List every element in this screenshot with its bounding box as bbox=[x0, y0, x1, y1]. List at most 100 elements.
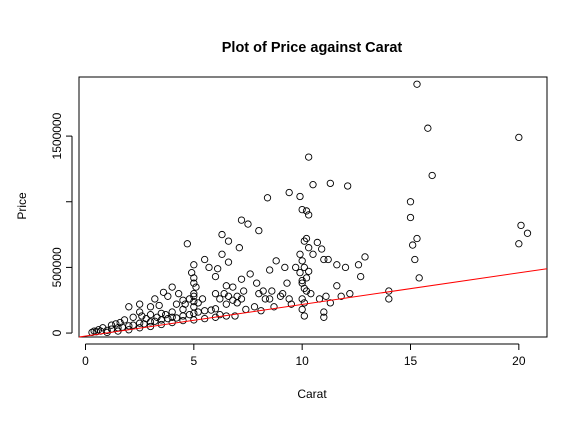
data-point bbox=[263, 194, 272, 202]
data-point bbox=[164, 314, 172, 323]
data-point bbox=[192, 283, 200, 291]
data-point bbox=[190, 261, 198, 269]
data-point bbox=[515, 133, 523, 142]
data-point bbox=[326, 179, 334, 188]
data-point bbox=[194, 299, 202, 307]
data-point bbox=[125, 322, 133, 330]
data-point bbox=[300, 237, 308, 245]
data-point bbox=[190, 274, 198, 282]
data-point bbox=[172, 300, 181, 308]
x-tick-label: 5 bbox=[190, 354, 197, 368]
data-point bbox=[218, 250, 226, 258]
data-point bbox=[233, 299, 241, 307]
data-point bbox=[246, 270, 254, 278]
data-point bbox=[159, 288, 168, 296]
data-point bbox=[305, 267, 313, 275]
x-tick-label: 20 bbox=[512, 354, 526, 368]
data-point bbox=[129, 313, 137, 321]
data-point bbox=[302, 234, 311, 243]
data-point bbox=[296, 250, 304, 258]
data-point bbox=[320, 308, 328, 316]
data-point bbox=[320, 313, 328, 321]
data-point bbox=[302, 207, 311, 215]
data-point bbox=[168, 313, 176, 321]
plot-frame bbox=[78, 76, 548, 338]
data-point bbox=[283, 279, 291, 287]
data-point bbox=[168, 308, 176, 316]
data-point bbox=[279, 290, 287, 298]
data-point bbox=[276, 292, 285, 300]
data-point bbox=[411, 255, 419, 264]
data-point bbox=[266, 266, 274, 274]
data-point bbox=[229, 283, 237, 291]
data-point bbox=[302, 274, 311, 282]
y-tick-label: 500000 bbox=[50, 247, 64, 287]
data-point bbox=[285, 188, 293, 197]
data-point bbox=[424, 124, 432, 132]
y-axis: 0 500000 1500000 bbox=[50, 112, 73, 336]
data-point bbox=[298, 257, 306, 265]
data-point bbox=[146, 311, 155, 319]
data-point bbox=[244, 220, 252, 228]
data-point bbox=[259, 287, 267, 295]
x-axis: 0 5 10 15 20 bbox=[82, 343, 526, 368]
data-point bbox=[318, 245, 326, 253]
data-point bbox=[298, 295, 306, 303]
data-point bbox=[162, 311, 170, 319]
data-point bbox=[292, 263, 300, 272]
points-layer bbox=[88, 80, 532, 337]
data-point bbox=[305, 211, 313, 219]
data-point bbox=[194, 308, 202, 316]
chart-title: Plot of Price against Carat bbox=[222, 40, 403, 56]
data-point bbox=[190, 303, 198, 311]
data-point bbox=[298, 305, 306, 314]
data-point bbox=[523, 229, 532, 237]
data-point bbox=[305, 244, 313, 252]
data-point bbox=[125, 303, 133, 311]
data-point bbox=[237, 275, 246, 283]
data-point bbox=[157, 309, 165, 318]
data-point bbox=[515, 240, 523, 248]
data-point bbox=[185, 311, 194, 319]
data-point bbox=[222, 300, 230, 308]
data-point bbox=[322, 292, 330, 300]
data-point bbox=[337, 292, 345, 300]
data-point bbox=[428, 171, 436, 180]
data-point bbox=[153, 313, 161, 321]
data-point bbox=[172, 314, 181, 322]
data-point bbox=[309, 250, 317, 258]
data-point bbox=[168, 283, 176, 291]
x-tick-label: 0 bbox=[82, 354, 89, 368]
data-point bbox=[300, 312, 308, 320]
x-tick-label: 10 bbox=[295, 354, 309, 368]
data-point bbox=[333, 282, 341, 290]
data-point bbox=[344, 182, 352, 190]
data-point bbox=[298, 205, 306, 214]
regression-line bbox=[78, 268, 548, 338]
data-point bbox=[415, 274, 423, 282]
data-point bbox=[151, 295, 159, 303]
x-axis-label: Carat bbox=[297, 387, 327, 401]
data-point bbox=[235, 244, 243, 252]
data-point bbox=[320, 255, 328, 264]
data-point bbox=[305, 153, 313, 161]
data-point bbox=[300, 299, 308, 307]
data-point bbox=[240, 287, 248, 295]
data-point bbox=[307, 290, 315, 298]
data-point bbox=[281, 263, 289, 272]
data-point bbox=[309, 181, 317, 189]
data-point bbox=[224, 237, 233, 245]
data-point bbox=[116, 318, 124, 327]
data-point bbox=[406, 198, 415, 206]
y-tick-label: 1500000 bbox=[50, 112, 64, 159]
data-point bbox=[413, 234, 421, 243]
data-point bbox=[201, 255, 209, 264]
data-point bbox=[211, 290, 220, 298]
data-point bbox=[211, 305, 220, 313]
data-point bbox=[324, 255, 332, 264]
data-point bbox=[136, 300, 144, 308]
data-point bbox=[142, 314, 150, 323]
data-point bbox=[333, 261, 341, 269]
data-point bbox=[285, 295, 293, 303]
